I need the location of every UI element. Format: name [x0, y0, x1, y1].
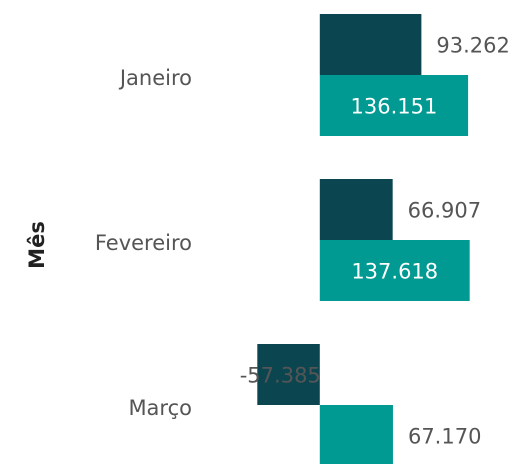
bar	[319, 75, 469, 136]
data-label: 66.907	[408, 199, 481, 223]
bar	[319, 240, 470, 301]
y-tick-label: Fevereiro	[95, 231, 192, 255]
data-label: -57.385	[240, 364, 321, 388]
bar	[319, 179, 393, 240]
bar	[319, 405, 393, 464]
y-tick-label: Março	[128, 396, 192, 420]
data-label: 136.151	[351, 95, 438, 119]
bar	[257, 344, 320, 405]
data-label: 67.170	[408, 425, 481, 449]
y-tick-label: Janeiro	[118, 66, 192, 90]
y-axis-label: Mês	[25, 221, 49, 269]
data-label: 93.262	[436, 34, 509, 58]
data-label: 137.618	[351, 260, 438, 284]
bar	[319, 14, 422, 75]
